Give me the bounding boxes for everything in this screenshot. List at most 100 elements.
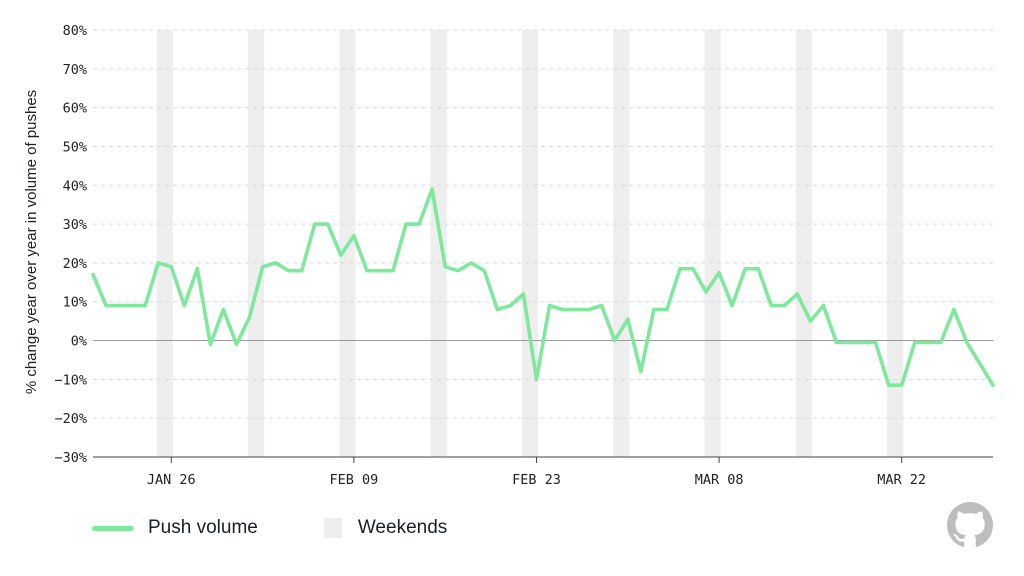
data-point [456, 269, 460, 273]
data-point [887, 383, 891, 387]
data-point [234, 342, 239, 347]
y-tick-label: −30% [54, 450, 87, 466]
x-tick-label: MAR 22 [877, 472, 926, 488]
data-point [600, 304, 604, 308]
data-point [860, 340, 865, 345]
legend-label-weekends: Weekends [357, 517, 448, 538]
data-point [156, 261, 160, 265]
series-line-push-volume [91, 187, 995, 388]
y-axis-label: % change year over year in volume of pus… [23, 90, 40, 394]
data-point [495, 307, 499, 312]
y-tick-label: 50% [63, 139, 87, 155]
data-point [260, 265, 265, 269]
data-point [821, 304, 826, 308]
data-point [182, 304, 186, 308]
data-point [691, 267, 695, 271]
series-layer [91, 187, 995, 388]
data-point [730, 304, 734, 308]
data-point [508, 304, 512, 308]
data-point [926, 340, 930, 345]
data-point [756, 267, 760, 271]
y-tick-label: 20% [63, 256, 87, 272]
data-point [221, 307, 226, 312]
data-point [847, 340, 852, 345]
x-tick-label: MAR 08 [695, 472, 744, 488]
data-point [913, 340, 917, 345]
legend-swatch-line [92, 525, 134, 531]
data-point [404, 222, 408, 226]
legend: Push volume Weekends [92, 517, 513, 539]
data-point [639, 370, 643, 374]
data-point [391, 269, 395, 273]
legend-label-push-volume: Push volume [148, 517, 258, 538]
data-point [143, 304, 147, 308]
y-tick-label: −10% [54, 372, 87, 388]
weekend-band-5 [613, 30, 630, 457]
data-point [743, 267, 747, 271]
data-point [939, 340, 943, 345]
y-tick-label: 10% [63, 295, 87, 311]
data-point [195, 267, 199, 271]
data-point [652, 307, 656, 312]
data-point [626, 317, 630, 321]
y-tick-labels: 80% 70% 60% 50% 40% 30% 20% 10% 0% −10% −20% −30% [54, 23, 87, 466]
data-point [991, 383, 995, 387]
legend-item-push-volume: Push volume [92, 517, 258, 539]
data-point [313, 222, 317, 226]
data-point [300, 269, 304, 273]
data-point [900, 383, 904, 387]
data-point [130, 304, 134, 308]
data-point [339, 253, 343, 257]
data-point [560, 307, 565, 312]
data-point [678, 267, 682, 271]
y-tick-label: 30% [63, 217, 87, 233]
data-point [104, 304, 108, 308]
y-tick-label: 60% [63, 101, 87, 117]
data-point [326, 222, 330, 226]
data-point [417, 222, 421, 226]
data-point [91, 272, 95, 277]
data-point [443, 265, 447, 269]
data-point [704, 290, 708, 294]
weekend-band-7 [795, 30, 812, 457]
data-point [469, 261, 473, 265]
weekend-band-3 [430, 30, 447, 457]
weekend-band-4 [521, 30, 539, 457]
data-point [365, 269, 369, 273]
y-tick-label: 40% [63, 178, 87, 194]
x-tick-label: FEB 09 [329, 472, 378, 488]
data-point [352, 234, 356, 238]
data-point [574, 307, 578, 312]
data-point [534, 377, 539, 381]
data-point [208, 342, 212, 347]
x-axis: JAN 26 FEB 09 FEB 23 MAR 08 MAR 22 [93, 456, 993, 488]
data-point [547, 304, 552, 308]
weekend-band-6 [704, 30, 721, 457]
data-point [769, 304, 773, 308]
data-point [274, 261, 278, 265]
data-point [378, 269, 382, 273]
data-point [430, 187, 434, 191]
data-point [482, 269, 486, 273]
data-point [965, 340, 969, 345]
data-point [717, 271, 721, 275]
y-tick-label: −20% [54, 411, 87, 427]
weekend-bands [156, 30, 904, 457]
weekend-band-8 [887, 30, 904, 457]
data-point [782, 304, 786, 308]
y-tick-label: 70% [63, 62, 87, 78]
github-octocat-icon [947, 502, 993, 547]
data-point [874, 340, 878, 345]
data-point [117, 304, 121, 308]
data-point [952, 307, 956, 312]
data-point [795, 292, 799, 296]
data-point [978, 362, 982, 366]
weekend-band-0 [156, 30, 173, 457]
y-tick-label: 0% [71, 334, 87, 350]
x-tick-label: JAN 26 [147, 472, 196, 488]
data-point [247, 315, 252, 319]
data-point [521, 292, 526, 296]
data-point [808, 319, 812, 323]
legend-item-weekends: Weekends [323, 517, 448, 539]
